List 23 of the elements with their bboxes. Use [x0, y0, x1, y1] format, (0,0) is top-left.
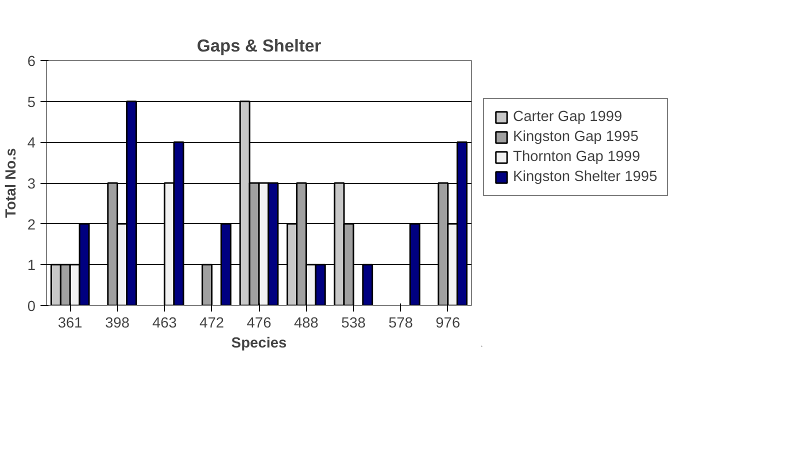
- y-tick-label: 2: [27, 217, 36, 234]
- legend-label: Kingston Shelter 1995: [513, 169, 658, 185]
- y-tick-label: 1: [27, 258, 36, 274]
- x-axis-title: Species: [231, 336, 287, 352]
- legend-label: Carter Gap 1999: [513, 109, 622, 125]
- y-tick-label: 0: [27, 299, 36, 315]
- chart-title: Gaps & Shelter: [196, 36, 322, 56]
- y-axis-title: Total No.s: [3, 148, 20, 218]
- x-tick-label: 463: [152, 316, 177, 332]
- x-tick-label: 578: [388, 316, 413, 332]
- y-tick-label: 3: [27, 176, 36, 192]
- y-tick-label: 6: [27, 54, 36, 70]
- legend-label: Thornton Gap 1999: [513, 149, 640, 165]
- x-tick-label: 976: [436, 316, 460, 332]
- x-tick-label: 488: [294, 316, 318, 332]
- x-tick-label: 476: [246, 316, 272, 332]
- x-tick-label: 472: [200, 316, 224, 332]
- x-tick-label: 538: [341, 316, 366, 332]
- y-tick-label: 4: [27, 136, 36, 152]
- x-tick-label: 361: [58, 316, 82, 332]
- legend-label: Kingston Gap 1995: [513, 129, 638, 145]
- y-tick-label: 5: [27, 94, 36, 111]
- x-tick-label: 398: [105, 316, 130, 332]
